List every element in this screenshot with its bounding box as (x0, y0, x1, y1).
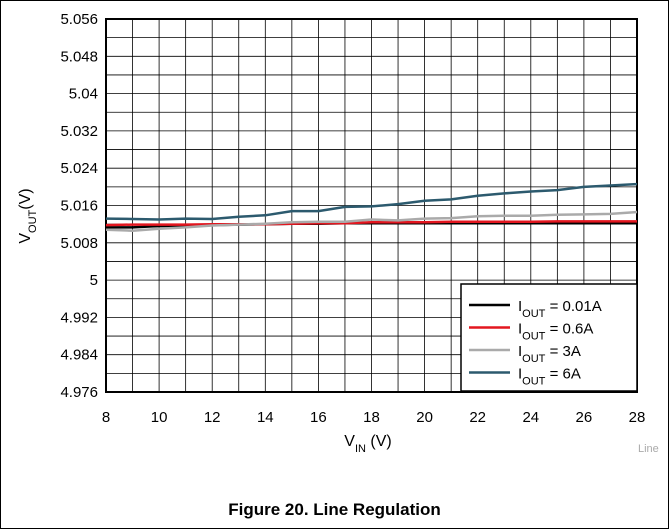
y-tick-label: 5.016 (60, 198, 98, 215)
y-tick-label: 5.048 (60, 48, 98, 65)
series-line-4 (105, 182, 638, 221)
plot-area (105, 18, 638, 393)
figure-caption: Figure 20. Line Regulation (228, 500, 441, 519)
x-tick-label: 28 (629, 409, 646, 426)
y-tick-label: 5.04 (69, 86, 98, 103)
x-axis-label: VIN (V) (344, 433, 391, 455)
x-tick-label: 22 (469, 409, 486, 426)
line-regulation-chart: 4.976 4.984 4.992 5 5.008 5.016 5.024 5.032 5.04… (17, 11, 646, 455)
y-tick-label: 4.992 (60, 309, 98, 326)
x-tick-label: 20 (416, 409, 433, 426)
x-tick-label: 14 (257, 409, 274, 426)
series-line-2 (105, 220, 637, 227)
y-tick-label: 4.984 (60, 347, 98, 364)
y-tick-label: 5.008 (60, 235, 98, 252)
y-tick-label: 5.032 (60, 123, 98, 140)
y-tick-label: 4.976 (60, 384, 98, 401)
x-tick-label: 10 (151, 409, 168, 426)
y-tick-label: 5.056 (60, 11, 98, 28)
y-axis-label: VOUT(V) (17, 188, 39, 243)
x-tick-label: 24 (522, 409, 539, 426)
x-tick-label: 18 (363, 409, 380, 426)
legend-label-4: IOUT = 6A (518, 366, 581, 388)
x-tick-label: 8 (102, 409, 110, 426)
series-line-3 (105, 210, 638, 232)
x-tick-label: 12 (204, 409, 221, 426)
x-axis-ticks: 8 10 12 14 16 18 20 22 24 26 28 (102, 409, 646, 426)
corner-label: Line (638, 443, 659, 455)
y-tick-label: 5.024 (60, 160, 98, 177)
x-tick-label: 16 (310, 409, 327, 426)
y-axis-ticks: 4.976 4.984 4.992 5 5.008 5.016 5.024 5.032 5.04… (60, 11, 98, 401)
series-layer (105, 182, 638, 232)
x-tick-label: 26 (576, 409, 593, 426)
y-tick-label: 5 (90, 272, 98, 289)
